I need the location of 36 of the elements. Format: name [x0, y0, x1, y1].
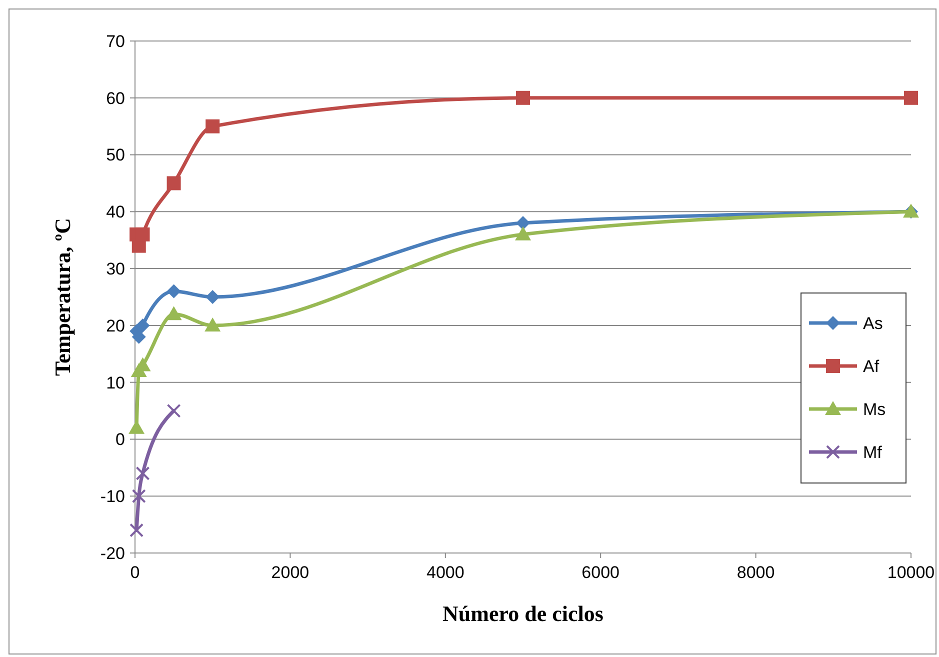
legend-label: As	[863, 314, 883, 333]
y-tick-label: 0	[116, 430, 125, 450]
point	[130, 523, 144, 538]
point	[132, 489, 146, 504]
y-tick-label: -20	[100, 544, 125, 563]
x-tick-label: 6000	[582, 563, 620, 582]
legend-label: Mf	[863, 442, 882, 462]
point	[136, 466, 150, 480]
y-tick-label: 50	[106, 146, 125, 165]
y-axis-title: Temperatura, ºC	[50, 218, 75, 376]
point	[204, 317, 221, 332]
y-tick-label: 40	[106, 202, 125, 222]
legend-label: Af	[863, 356, 880, 376]
point	[136, 318, 150, 332]
y-tick-label: -10	[100, 487, 125, 506]
y-tick-label: 20	[106, 316, 125, 336]
point	[904, 90, 918, 105]
point	[206, 290, 220, 304]
point	[515, 226, 531, 240]
y-tick-label: 70	[106, 32, 125, 51]
x-tick-label: 8000	[736, 563, 775, 582]
y-tick-label: 30	[106, 260, 125, 279]
y-tick-label: 60	[106, 88, 125, 108]
x-tick-label: 2000	[271, 563, 310, 582]
point	[166, 404, 181, 418]
point	[166, 176, 181, 190]
x-tick-label: 4000	[426, 563, 464, 582]
x-tick-label: 10000	[887, 563, 935, 582]
point	[166, 284, 181, 298]
point	[516, 216, 530, 230]
point	[206, 119, 220, 134]
point	[516, 90, 530, 105]
x-tick-label: 0	[130, 563, 140, 582]
x-axis-title: Número de ciclos	[442, 601, 604, 626]
y-tick-label: 10	[106, 373, 125, 392]
legend-label: Ms	[863, 400, 886, 419]
